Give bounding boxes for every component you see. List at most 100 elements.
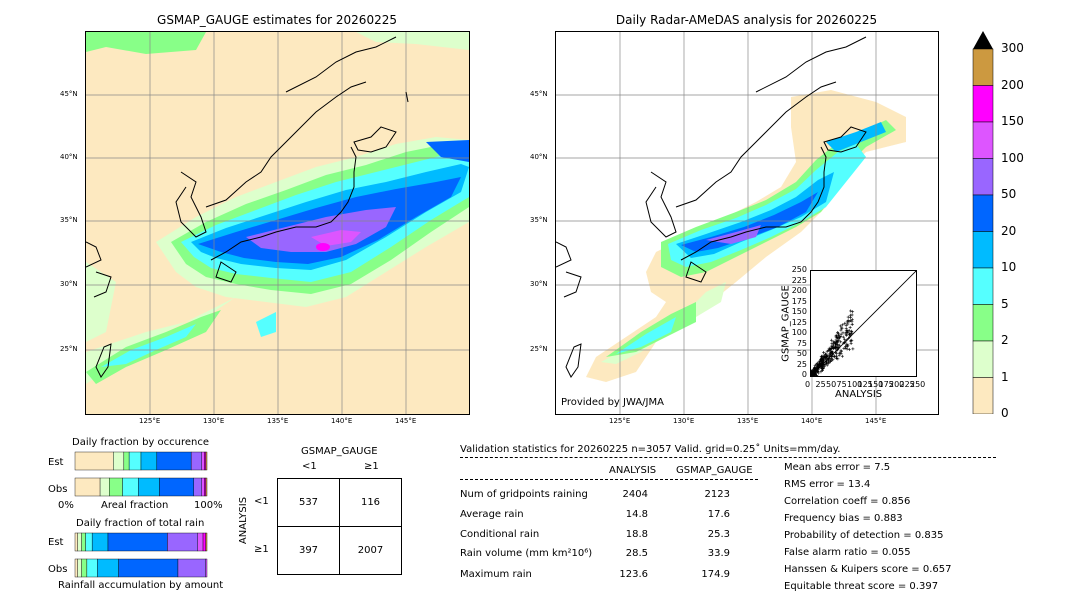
left-lat-25: 25°N (60, 345, 78, 353)
scatter-point (843, 321, 847, 325)
scatter-point (822, 359, 826, 363)
colorbar-segment (972, 121, 994, 159)
scatter-y-tick: 100 (791, 328, 807, 337)
scatter-y-tick: 0 (801, 370, 807, 379)
colorbar-tick-label: 1 (1001, 369, 1009, 384)
scatter-x-tick: 100 (847, 380, 863, 389)
colorbar-tick-label: 150 (1001, 114, 1024, 128)
right-lat-30: 30°N (530, 280, 548, 288)
score-line: Hanssen & Kuipers score = 0.657 (784, 564, 952, 575)
scatter-inset (809, 270, 917, 378)
scatter-point (850, 318, 854, 322)
totalrain-obs-label: Obs (48, 564, 68, 575)
occurrence-title: Daily fraction by occurence (72, 437, 210, 448)
left-lat-45: 45°N (60, 90, 78, 98)
totalrain-bar-segment (202, 532, 206, 552)
scatter-y-tick: 225 (791, 275, 807, 285)
totalrain-bar-segment (85, 532, 93, 552)
colorbar-tick-label: 10 (1001, 260, 1017, 274)
scatter-point (850, 322, 854, 326)
occurrence-bar-segment (109, 477, 123, 497)
totalrain-chart (74, 531, 210, 581)
scatter-point (837, 353, 841, 357)
validation-row-gsmap: 33.9 (707, 548, 730, 559)
scatter-point (823, 352, 827, 356)
validation-row-gsmap: 25.3 (707, 529, 730, 540)
totalrain-title: Daily fraction of total rain (76, 518, 205, 529)
occurrence-xmax: 100% (194, 500, 223, 511)
left-lon-145: 145°E (395, 417, 417, 425)
totalrain-bar-segment (77, 558, 82, 578)
scatter-x-tick: 125 (857, 380, 873, 389)
colorbar-segment (972, 85, 994, 123)
validation-row-label: Maximum rain (460, 569, 532, 580)
scatter-point (835, 335, 839, 339)
totalrain-bar-segment (91, 532, 109, 552)
scatter-point (848, 334, 852, 338)
contingency-a: 537 (298, 497, 319, 508)
totalrain-bar-segment (197, 532, 204, 552)
contingency-hline (278, 526, 401, 527)
colorbar-tick-label: 0 (1001, 406, 1009, 420)
colorbar-graphic (972, 31, 994, 415)
scatter-point (836, 331, 840, 335)
left-map-title: GSMAP_GAUGE estimates for 20260225 (157, 13, 397, 27)
scatter-y-tick: 75 (796, 338, 807, 348)
colorbar-tick-label: 2 (1001, 333, 1009, 347)
colorbar-segment (972, 158, 994, 196)
scatter-point (849, 315, 853, 319)
scatter-point (841, 331, 845, 335)
scatter-point (840, 326, 844, 330)
colorbar-tick-label: 100 (1001, 150, 1024, 165)
validation-row-analysis: 123.6 (619, 569, 648, 580)
scatter-point (831, 351, 835, 355)
score-line: Frequency bias = 0.883 (784, 513, 903, 524)
occurrence-bar-segment (128, 451, 142, 471)
scatter-x-tick: 175 (878, 380, 894, 389)
totalrain-est-label: Est (48, 537, 64, 548)
left-lon-135: 135°E (267, 417, 289, 425)
scatter-point (842, 340, 846, 344)
scatter-point (846, 331, 850, 335)
right-lon-140: 140°E (801, 417, 823, 425)
colorbar-segment (972, 194, 994, 232)
scatter-point (827, 357, 831, 361)
validation-col-analysis: ANALYSIS (609, 465, 657, 476)
scatter-point (815, 362, 819, 366)
colorbar-tick-label: 50 (1001, 187, 1017, 201)
left-lat-35: 35°N (60, 216, 78, 224)
scatter-point (837, 343, 841, 347)
occurrence-bar-segment (193, 477, 202, 497)
scatter-point (849, 341, 853, 345)
scatter-point (837, 336, 841, 340)
scatter-point (849, 319, 853, 323)
score-line: False alarm ratio = 0.055 (784, 547, 911, 558)
totalrain-bar-segment (107, 532, 168, 552)
totalrain-bar-segment (74, 558, 78, 578)
scatter-y-tick: 125 (791, 317, 807, 327)
scatter-point (821, 366, 825, 370)
right-map-canvas (556, 32, 938, 414)
scatter-point (818, 359, 822, 363)
scatter-x-tick: 75 (836, 380, 847, 389)
scatter-point (834, 342, 838, 346)
contingency-table: 537 116 397 2007 (277, 478, 402, 575)
occurrence-bar-segment (156, 451, 192, 471)
occurrence-bar-segment (190, 451, 202, 471)
left-lat-30: 30°N (60, 280, 78, 288)
score-line: Equitable threat score = 0.397 (784, 581, 939, 592)
colorbar-tick-label: 300 (1001, 41, 1024, 55)
occurrence-bar-segment (159, 477, 195, 497)
occurrence-xmin: 0% (58, 500, 74, 511)
validation-row-gsmap: 17.6 (707, 509, 730, 520)
occurrence-bar-segment (205, 451, 208, 471)
occurrence-bar-segment (74, 477, 101, 497)
scatter-point (848, 335, 852, 339)
left-map-canvas (86, 32, 469, 414)
contingency-col-title: GSMAP_GAUGE (301, 446, 378, 457)
scatter-point (816, 369, 820, 373)
scatter-point (828, 360, 832, 364)
scatter-point (826, 361, 830, 365)
colorbar-extend-arrow (973, 31, 993, 49)
occurrence-bar-segment (138, 477, 160, 497)
